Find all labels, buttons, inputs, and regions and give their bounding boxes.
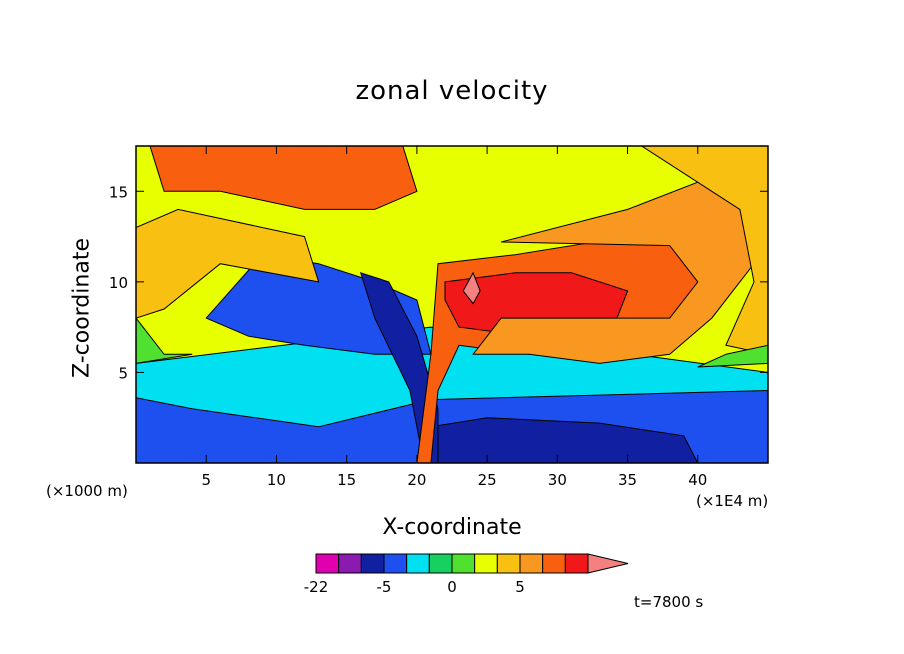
colorbar-segment [519, 553, 544, 574]
colorbar-segment [428, 553, 453, 574]
x-tick-label: 15 [337, 471, 356, 489]
colorbar-tick-label: -5 [376, 578, 392, 596]
colorbar-segment [451, 553, 476, 574]
colorbar-segment [406, 553, 430, 574]
contour-region-left-green [136, 208, 320, 319]
x-tick-label: 35 [618, 471, 637, 489]
contour-region-top-left-orange [149, 146, 418, 210]
x-tick-label: 25 [478, 471, 497, 489]
colorbar-segment [338, 553, 362, 574]
contour-region-right-green [640, 146, 768, 355]
x-axis-scale: (×1E4 m) [696, 492, 769, 510]
x-axis-title: X-coordinate [382, 515, 522, 540]
colorbar-segment [315, 553, 340, 574]
contour-region-right-cyan [697, 344, 768, 368]
y-axis-title: Z-coordinate [69, 238, 95, 378]
colorbar-segment [496, 553, 521, 574]
x-tick-label: 5 [201, 471, 211, 489]
x-tick-label: 30 [548, 471, 567, 489]
time-label: t=7800 s [634, 593, 704, 611]
colorbar-segment [542, 553, 566, 574]
colorbar-segment [474, 553, 498, 574]
colorbar-segment [383, 553, 408, 574]
contour-region-upper-red-spot [462, 271, 481, 305]
y-tick-label: 15 [109, 183, 128, 201]
contour-region-descent-purple [359, 272, 439, 463]
colorbar-tick-label: 0 [447, 578, 457, 596]
colorbar-segment [360, 553, 385, 574]
x-axis-unit: (×1000 m) [46, 482, 128, 500]
colorbar-extend-arrow [587, 553, 629, 574]
chart-title: zonal velocity [355, 76, 549, 106]
contour-region-left-cyan [136, 317, 193, 364]
y-tick-label: 10 [109, 274, 128, 292]
colorbar-tick-label: 5 [515, 578, 525, 596]
x-tick-label: 20 [407, 471, 426, 489]
colorbar-tick-label: -22 [303, 578, 329, 596]
y-tick-label: 5 [118, 364, 128, 382]
x-tick-label: 40 [688, 471, 707, 489]
plot-frame [135, 145, 769, 464]
x-tick-label: 10 [267, 471, 286, 489]
colorbar-segment [564, 553, 589, 574]
